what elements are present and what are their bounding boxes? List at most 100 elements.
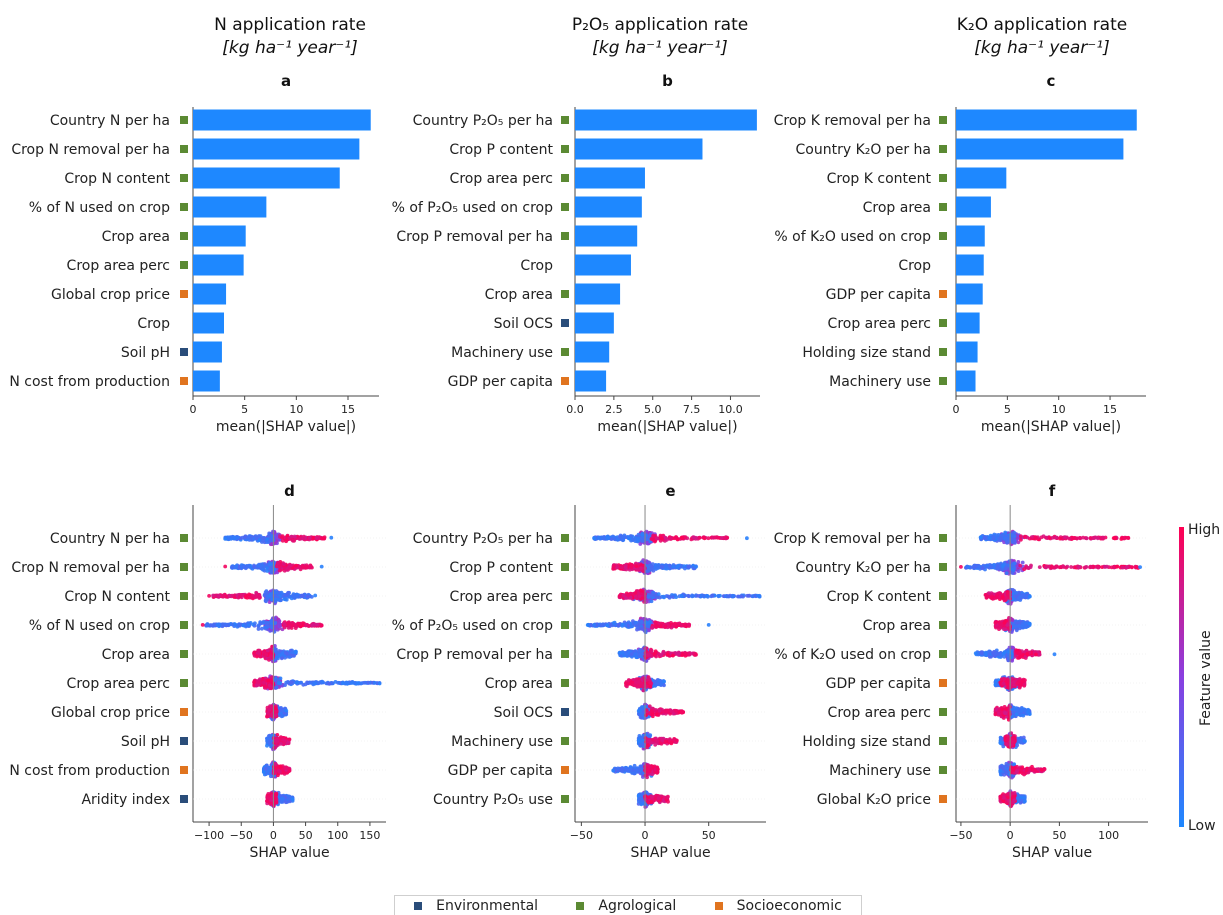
panel-letter-b: b [662, 72, 673, 90]
x-tick-label: 50 [299, 829, 313, 842]
category-marker-agrological [180, 174, 188, 182]
shap-point [309, 565, 313, 569]
category-label: Crop P removal per ha [396, 229, 553, 245]
shap-point [622, 535, 626, 539]
shap-point [230, 565, 234, 569]
shap-point [252, 680, 256, 684]
x-axis-label: mean(|SHAP value|) [216, 419, 356, 435]
category-label: Aridity index [81, 792, 170, 808]
category-label: Crop [137, 316, 170, 332]
category-marker-agrological [561, 116, 569, 124]
shap-point [257, 627, 261, 631]
shap-point [284, 709, 288, 713]
bar [956, 342, 978, 363]
x-tick-label: 7.5 [683, 403, 701, 416]
shap-point [267, 658, 271, 662]
shap-point [669, 537, 673, 541]
shap-point [268, 683, 272, 687]
category-label: Crop N content [64, 171, 170, 187]
category-marker-agrological [180, 145, 188, 153]
shap-point [292, 654, 296, 658]
shap-point [663, 536, 667, 540]
shap-point [241, 536, 245, 540]
shap-point [327, 682, 331, 686]
x-tick-label: 0 [642, 829, 649, 842]
category-marker-agrological [561, 592, 569, 600]
shap-point [248, 538, 252, 542]
category-marker-agrological [561, 563, 569, 571]
shap-point [289, 564, 293, 568]
shap-point [631, 538, 635, 542]
shap-point [287, 797, 291, 801]
x-tick-label: 5 [1004, 403, 1011, 416]
shap-point [253, 595, 257, 599]
category-label: Global crop price [51, 705, 170, 721]
category-label: Country P₂O₅ per ha [413, 113, 553, 129]
bar [956, 139, 1123, 160]
category-marker-agrological [180, 203, 188, 211]
shap-point [301, 565, 305, 569]
category-marker-agrological [180, 534, 188, 542]
shap-point [281, 738, 285, 742]
category-marker-environmental [180, 737, 188, 745]
x-axis-label: mean(|SHAP value|) [597, 419, 737, 435]
shap-point [290, 680, 294, 684]
shap-point [653, 566, 657, 570]
category-label: Crop area [102, 229, 170, 245]
shap-point [258, 564, 262, 568]
shap-point [281, 539, 285, 543]
x-tick-label: 0.0 [566, 403, 584, 416]
category-marker-socioeconomic [180, 708, 188, 716]
shap-point [258, 596, 262, 600]
shap-point [237, 623, 241, 627]
shap-point [664, 564, 668, 568]
shap-point [341, 681, 345, 685]
bar [193, 313, 224, 334]
shap-point [308, 536, 312, 540]
shap-point [265, 715, 269, 719]
shap-point [287, 626, 291, 630]
shap-point [637, 536, 641, 540]
shap-point [713, 536, 717, 540]
shap-point [299, 681, 303, 685]
x-axis-label: SHAP value [249, 845, 329, 861]
shap-point [321, 680, 325, 684]
x-tick-label: 0 [270, 829, 277, 842]
shap-point [275, 733, 279, 737]
shap-point [265, 624, 269, 628]
shap-point [373, 681, 377, 685]
shap-point [692, 536, 696, 540]
shap-point [288, 769, 292, 773]
shap-point [651, 538, 655, 542]
shap-point [703, 536, 707, 540]
shap-point [275, 591, 279, 595]
shap-point [265, 799, 269, 803]
category-marker-agrological [939, 174, 947, 182]
shap-point [304, 566, 308, 570]
shap-point [321, 536, 325, 540]
bar [193, 168, 340, 189]
shap-point [218, 623, 222, 627]
shap-point [274, 744, 278, 748]
category-marker-agrological [939, 116, 947, 124]
bar [575, 313, 614, 334]
category-marker-agrological [939, 232, 947, 240]
shap-point [224, 623, 228, 627]
category-marker-agrological [180, 592, 188, 600]
category-marker-environmental [180, 795, 188, 803]
bar [956, 226, 985, 247]
shap-point [236, 536, 240, 540]
x-tick-label: 0 [190, 403, 197, 416]
category-label: % of K₂O used on crop [774, 229, 931, 245]
shap-point [277, 598, 281, 602]
shap-point [279, 764, 283, 768]
category-marker-agrological [561, 203, 569, 211]
shap-point [285, 538, 289, 542]
category-marker-agrological [180, 679, 188, 687]
category-marker-agrological [939, 319, 947, 327]
x-tick-label: −100 [194, 829, 224, 842]
category-marker-agrological [561, 534, 569, 542]
shap-point [720, 536, 724, 540]
x-tick-label: 15 [1103, 403, 1117, 416]
shap-point [213, 594, 217, 598]
